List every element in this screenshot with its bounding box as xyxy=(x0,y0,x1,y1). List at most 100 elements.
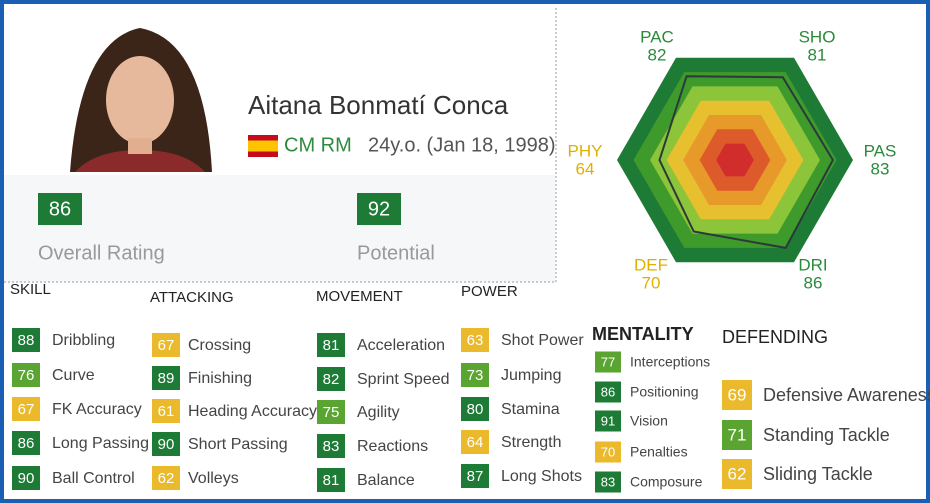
stat-label: Defensive Awareness xyxy=(763,385,930,405)
stat-value: 71 xyxy=(728,425,747,444)
stat-label: Volleys xyxy=(188,470,239,487)
stat-value: 63 xyxy=(467,332,484,349)
radar-value: 82 xyxy=(648,45,667,64)
stat-value: 90 xyxy=(158,436,175,453)
stat-value: 62 xyxy=(158,470,175,487)
radar-shape xyxy=(658,75,835,250)
stat-value: 90 xyxy=(18,470,35,487)
stat-value: 75 xyxy=(323,404,340,421)
stat-label: Sliding Tackle xyxy=(763,464,873,484)
radar-value: 64 xyxy=(576,159,595,178)
stat-badge xyxy=(152,366,180,390)
stat-label: Positioning xyxy=(630,384,699,400)
stat-label: Long Shots xyxy=(501,468,582,485)
stat-value: 91 xyxy=(601,413,615,428)
stat-badge xyxy=(461,363,489,387)
radar-ring xyxy=(716,143,754,177)
stat-badge xyxy=(317,468,345,492)
stat-badge xyxy=(595,471,621,493)
stat-label: Composure xyxy=(630,474,703,490)
stat-badge xyxy=(461,430,489,454)
stat-value: 67 xyxy=(158,337,175,354)
stat-badge xyxy=(595,351,621,373)
stat-badge xyxy=(722,420,752,450)
stat-badge xyxy=(317,367,345,391)
stat-value: 80 xyxy=(467,401,484,418)
stat-label: Heading Accuracy xyxy=(188,403,317,420)
section-title: DEFENDING xyxy=(722,327,828,347)
section-title: POWER xyxy=(461,283,518,300)
section-title: SKILL xyxy=(10,281,51,298)
stat-value: 76 xyxy=(18,367,35,384)
rating-value: 86 xyxy=(49,198,71,220)
stat-badge xyxy=(152,333,180,357)
stat-value: 88 xyxy=(18,332,35,349)
stat-label: Ball Control xyxy=(52,470,135,487)
stat-label: Acceleration xyxy=(357,337,445,354)
stat-badge xyxy=(12,397,40,421)
stat-label: Crossing xyxy=(188,337,251,354)
stat-value: 69 xyxy=(728,385,747,404)
section-title: MOVEMENT xyxy=(316,288,403,305)
stat-label: Balance xyxy=(357,472,415,489)
stat-value: 87 xyxy=(467,468,484,485)
stat-label: Finishing xyxy=(188,370,252,387)
stat-badge xyxy=(461,464,489,488)
stat-badge xyxy=(12,363,40,387)
stat-badge xyxy=(152,432,180,456)
stat-value: 62 xyxy=(728,464,747,483)
stat-badge xyxy=(722,459,752,489)
stat-value: 77 xyxy=(601,354,615,369)
stat-label: Penalties xyxy=(630,444,688,460)
stat-badge xyxy=(595,381,621,403)
stat-badge xyxy=(595,441,621,463)
stat-badge xyxy=(461,397,489,421)
radar-value: 70 xyxy=(642,273,661,292)
stat-value: 83 xyxy=(601,474,615,489)
radar-value: 81 xyxy=(808,45,827,64)
stat-value: 81 xyxy=(323,337,340,354)
stat-badge xyxy=(152,466,180,490)
stat-value: 61 xyxy=(158,403,175,420)
ratings-panel xyxy=(4,175,555,282)
stat-value: 67 xyxy=(18,401,35,418)
positions: CM RM xyxy=(284,134,352,156)
stat-label: Dribbling xyxy=(52,332,115,349)
stat-label: Shot Power xyxy=(501,332,584,349)
stat-badge xyxy=(152,399,180,423)
stat-value: 89 xyxy=(158,370,175,387)
stat-label: Stamina xyxy=(501,401,560,418)
rating-label: Overall Rating xyxy=(38,242,165,264)
stat-value: 82 xyxy=(323,371,340,388)
stat-badge xyxy=(317,434,345,458)
stat-badge xyxy=(12,466,40,490)
player-name: Aitana Bonmatí Conca xyxy=(248,90,509,120)
stat-label: Standing Tackle xyxy=(763,425,890,445)
stat-badge xyxy=(12,328,40,352)
stat-label: Agility xyxy=(357,404,400,421)
stat-label: Interceptions xyxy=(630,354,710,370)
stat-value: 73 xyxy=(467,367,484,384)
stat-label: Curve xyxy=(52,367,95,384)
stat-value: 81 xyxy=(323,472,340,489)
radar-label: PAS xyxy=(864,141,897,160)
radar-value: 86 xyxy=(804,273,823,292)
stat-badge xyxy=(317,400,345,424)
radar-label: PAC xyxy=(640,27,674,46)
stat-value: 86 xyxy=(601,384,615,399)
rating-badge xyxy=(357,193,401,225)
stat-label: Jumping xyxy=(501,367,561,384)
stat-badge xyxy=(317,333,345,357)
stat-badge xyxy=(461,328,489,352)
flag xyxy=(248,135,278,157)
stat-label: FK Accuracy xyxy=(52,401,142,418)
stat-label: Sprint Speed xyxy=(357,371,450,388)
radar-value: 83 xyxy=(871,159,890,178)
stat-label: Strength xyxy=(501,434,561,451)
radar-label: DEF xyxy=(634,255,668,274)
stat-label: Reactions xyxy=(357,438,428,455)
radar-label: DRI xyxy=(798,255,827,274)
rating-label: Potential xyxy=(357,242,435,264)
stat-badge xyxy=(722,380,752,410)
